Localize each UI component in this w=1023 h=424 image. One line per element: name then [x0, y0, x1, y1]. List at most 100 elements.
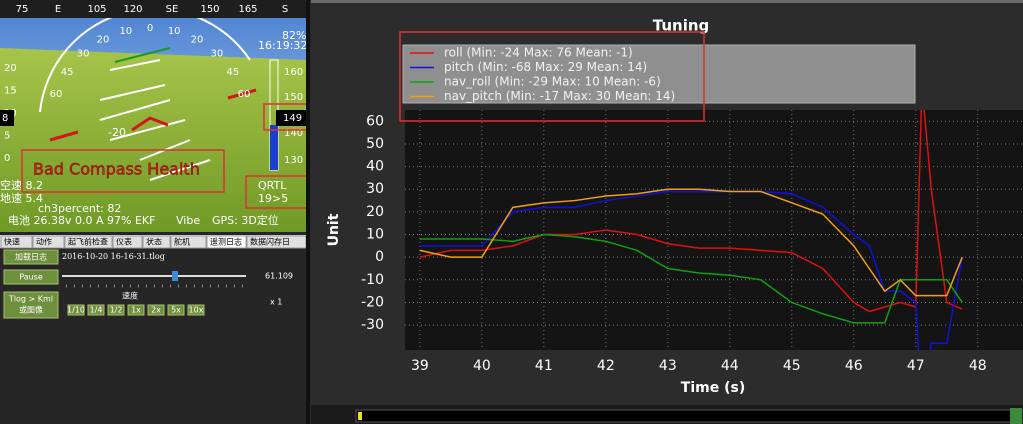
roll-label: 30	[77, 49, 90, 60]
heading-label: 75	[16, 4, 29, 15]
alt-box	[276, 110, 308, 126]
roll-label: 60	[238, 89, 251, 100]
alt-bar-fill	[270, 125, 278, 170]
speed-button[interactable]	[167, 304, 185, 316]
channel: ch3percent: 82	[38, 202, 121, 215]
roll-label: 30	[211, 49, 224, 60]
highlight-box	[399, 31, 705, 122]
vibe: Vibe	[176, 214, 200, 227]
heading-label: S	[282, 4, 288, 15]
speed-button-label[interactable]: 1/4	[90, 306, 103, 315]
tab-label[interactable]: 遥测日志	[210, 237, 242, 247]
speed-button[interactable]	[87, 304, 105, 316]
speed-button[interactable]	[67, 304, 85, 316]
speed-button-label[interactable]: 1/2	[110, 306, 123, 315]
highlight-box	[245, 175, 308, 209]
speed-tape-label: 5	[4, 131, 10, 142]
tab[interactable]	[32, 235, 65, 249]
pause-button[interactable]	[3, 269, 59, 285]
chart-title: Tuning	[653, 17, 710, 35]
roll-label: 45	[227, 67, 240, 78]
series-line	[419, 110, 963, 313]
tab-label[interactable]: 数据闪存日	[250, 237, 290, 247]
groundspeed: 地速 5.4	[0, 192, 43, 205]
tab-label[interactable]: 状态	[146, 237, 162, 247]
heading-label: 150	[200, 4, 219, 15]
legend	[402, 44, 916, 104]
x-tick-label: 48	[969, 358, 987, 374]
speed-button-label[interactable]: 1/10	[67, 306, 85, 315]
heading-scale: 75 E 105 120 SE 150 165 S	[16, 4, 289, 15]
tab-label[interactable]: 动作	[36, 237, 52, 247]
x-tick-label: 46	[845, 358, 863, 374]
kml-button-label[interactable]: Tlog > Kml	[8, 295, 53, 304]
x-tick-label: 47	[907, 358, 925, 374]
y-axis-title: Unit	[326, 213, 342, 246]
tab[interactable]	[112, 235, 143, 249]
x-tick-label: 43	[659, 358, 677, 374]
speed-current: 8	[2, 113, 8, 124]
scrollbar-track	[355, 409, 1023, 423]
tab-label[interactable]: 舵机	[174, 237, 190, 247]
load-button[interactable]	[3, 249, 59, 265]
flight-mode: QRTL	[258, 179, 287, 192]
tab[interactable]	[206, 235, 247, 249]
roll-label: 10	[168, 26, 181, 37]
x-tick-label: 45	[783, 358, 801, 374]
aircraft-symbol	[49, 88, 257, 142]
chart: -30 -20 -10 0 10 20 30 40 50 60 39 40 41 42 43 44 45 46 47…	[361, 110, 1023, 374]
hud-battery-pct: 82%	[282, 29, 306, 42]
chart-panel-top	[311, 0, 1023, 3]
kml-button[interactable]	[3, 291, 59, 319]
speed-button-label[interactable]: 10x	[189, 306, 204, 315]
tab[interactable]	[64, 235, 113, 249]
y-tick-label: 60	[366, 113, 384, 129]
filename: 2016-10-20 16-16-31.tlog	[62, 252, 165, 261]
scroll-button[interactable]	[1010, 408, 1022, 424]
y-tick-label: 0	[375, 249, 384, 265]
speed-button-label[interactable]: 2x	[151, 306, 161, 315]
speed-buttons: 1/10 1/4 1/2 1x 2x 5x 10x	[67, 304, 205, 316]
tab[interactable]	[0, 235, 33, 249]
y-tick-label: 20	[366, 204, 384, 220]
speed-button[interactable]	[187, 304, 205, 316]
alt-current: 149	[283, 113, 302, 124]
roll-label: 20	[97, 35, 110, 46]
speed-button[interactable]	[147, 304, 165, 316]
tab[interactable]	[170, 235, 207, 249]
kml-button-label[interactable]: 或图像	[19, 305, 43, 315]
tab-label[interactable]: 快速	[4, 237, 20, 247]
x-axis-title: Time (s)	[681, 380, 745, 396]
x-tick-label: 44	[721, 358, 739, 374]
alt-tape-label: 160	[284, 67, 303, 78]
tab-label[interactable]: 仪表	[116, 237, 132, 247]
y-tick-label: 30	[366, 181, 384, 197]
x-tick-label: 39	[411, 358, 429, 374]
y-tick-label: -10	[361, 272, 384, 288]
compass-strip	[0, 0, 308, 18]
y-tick-label: 40	[366, 159, 384, 175]
load-button-label[interactable]: 加载日志	[15, 252, 47, 262]
position: 61.109	[265, 272, 293, 281]
speed-tape-label: 15	[4, 86, 17, 97]
pause-button-label[interactable]: Pause	[19, 273, 43, 282]
slider-knob[interactable]	[172, 271, 178, 281]
legend-label: nav_pitch (Min: -17 Max: 30 Mean: 14)	[444, 89, 675, 103]
scrollbar-thumb[interactable]	[358, 412, 362, 420]
speed-button[interactable]	[127, 304, 145, 316]
y-tick-label: 50	[366, 136, 384, 152]
speed-button-label[interactable]: 5x	[171, 306, 181, 315]
tabs: 快速 动作 起飞前检查 仪表 状态 舵机 遥测日志 数据闪存日	[0, 235, 307, 249]
tab[interactable]	[142, 235, 171, 249]
heading-label: E	[55, 4, 61, 15]
tab-label[interactable]: 起飞前检查	[68, 237, 108, 247]
waypoint: 19>5	[258, 192, 288, 205]
heading-label: 105	[87, 4, 106, 15]
legend-entries: roll (Min: -24 Max: 76 Mean: -1)pitch (M…	[410, 46, 675, 103]
speed-button-label[interactable]: 1x	[131, 306, 141, 315]
speed-button[interactable]	[107, 304, 125, 316]
x-tick-label: 42	[597, 358, 615, 374]
heading-label: SE	[166, 4, 179, 15]
alt-tape-label: 150	[284, 92, 303, 103]
